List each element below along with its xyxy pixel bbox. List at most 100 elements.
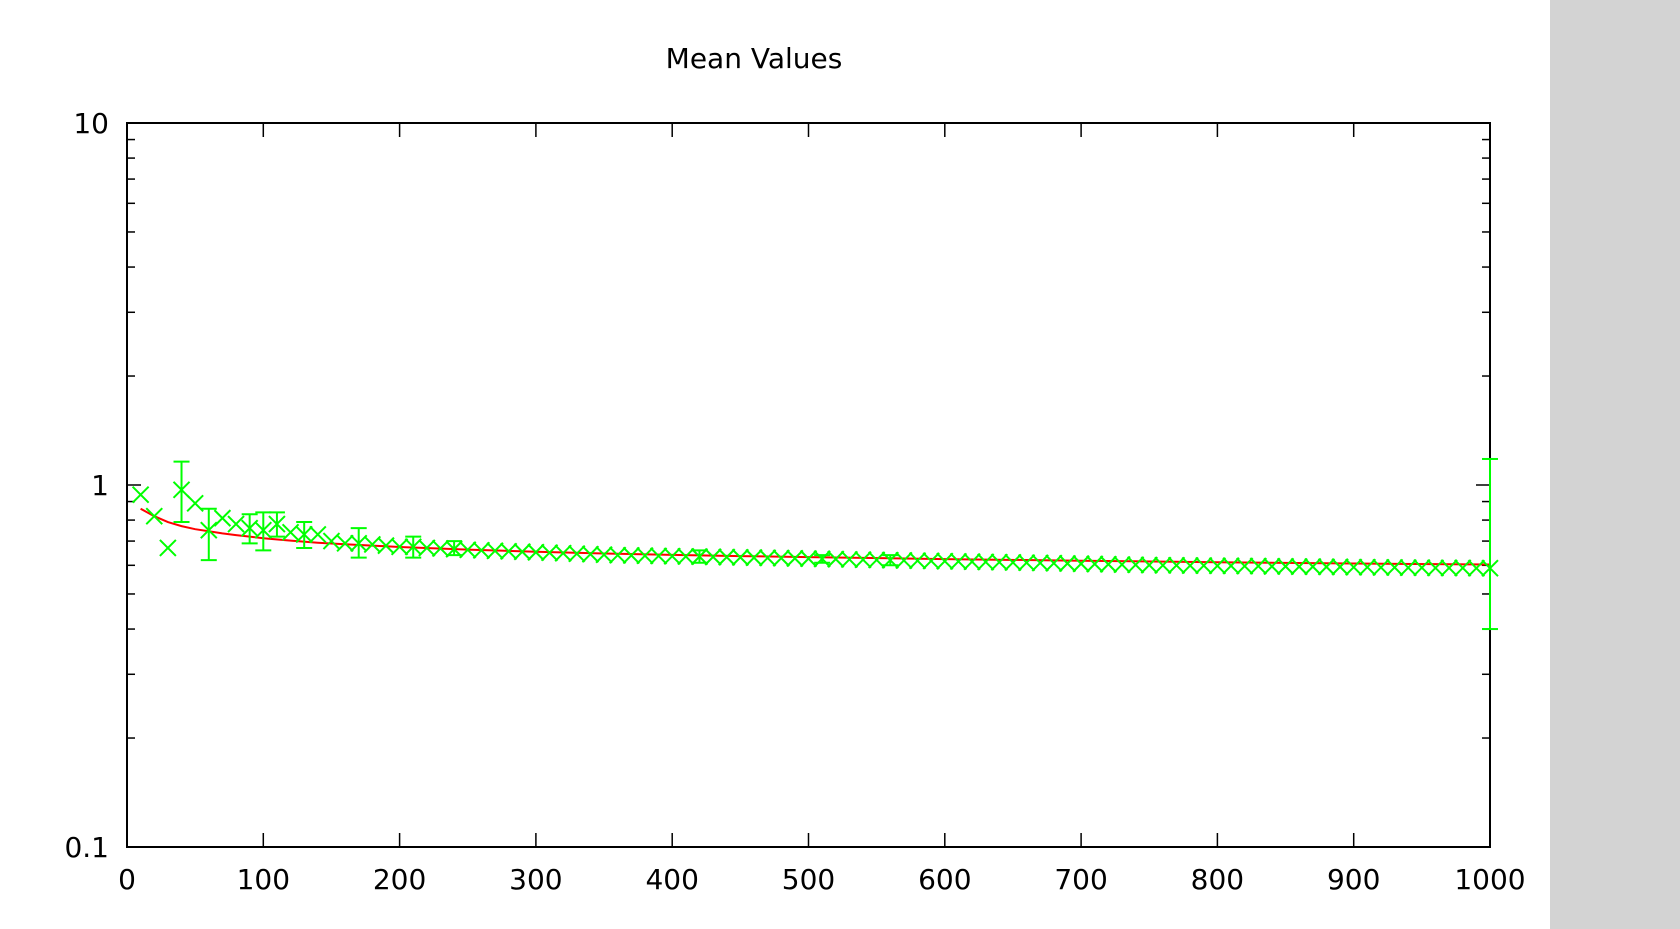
data-point (949, 552, 968, 571)
data-point (377, 536, 395, 555)
data-point (731, 548, 750, 567)
x-tick-label: 300 (509, 863, 562, 896)
data-point (745, 548, 763, 567)
data-point (1454, 559, 1472, 577)
x-tick-label: 600 (918, 863, 971, 896)
data-point (309, 525, 327, 544)
data-point (295, 525, 313, 544)
data-point (1372, 558, 1390, 577)
data-point (418, 539, 436, 557)
x-tick-label: 0 (118, 863, 136, 896)
tick-labels: 0 100 200 300 400 500 600 700 800 900 1000 0.1 1 10 (64, 107, 1525, 896)
data-point (718, 548, 736, 566)
data-point (663, 547, 681, 565)
data-point (772, 549, 790, 567)
data-point (363, 535, 382, 554)
data-point (608, 546, 627, 564)
data-point (990, 553, 1009, 571)
data-point (1167, 556, 1186, 575)
data-point (1058, 554, 1077, 573)
data-point (159, 539, 177, 557)
data-point (1235, 557, 1254, 575)
data-point (1181, 556, 1199, 575)
data-point (186, 494, 204, 513)
data-point (704, 548, 722, 566)
data-point (895, 551, 913, 570)
data-point (145, 507, 163, 525)
data-point (227, 515, 245, 533)
axes (126, 122, 1491, 848)
data-point (1031, 554, 1049, 572)
chart-title: Mean Values (666, 42, 843, 75)
data-point (527, 543, 545, 561)
data-point (431, 539, 450, 558)
data-point (1072, 555, 1090, 573)
data-point (963, 552, 981, 571)
x-tick-label: 700 (1054, 863, 1107, 896)
data-point (472, 541, 491, 560)
data-point (786, 549, 804, 568)
data-point (581, 545, 600, 563)
data-point (827, 550, 845, 568)
data-point (976, 553, 995, 571)
data-point (1004, 553, 1022, 572)
x-tick-label: 200 (373, 863, 426, 896)
data-point (1358, 558, 1377, 576)
x-tick-label: 100 (237, 863, 290, 896)
data-point (1195, 556, 1213, 575)
data-point (131, 486, 150, 504)
x-tick-label: 400 (645, 863, 698, 896)
data-point (513, 543, 531, 561)
data-point (213, 509, 232, 527)
data-point (554, 544, 572, 562)
data-point (854, 550, 872, 569)
data-point (622, 546, 641, 565)
data-point (840, 550, 859, 569)
data-point (1140, 556, 1158, 574)
data-point (1099, 555, 1118, 573)
side-panel (1550, 0, 1680, 929)
plot-frame (126, 122, 1491, 848)
data-point (908, 551, 927, 570)
data-point (677, 547, 695, 566)
data-point (1276, 557, 1295, 576)
y-tick-label: 0.1 (64, 831, 109, 864)
data-point (799, 549, 818, 568)
data-point (936, 552, 954, 570)
data-point (486, 542, 504, 560)
data-point (540, 544, 559, 562)
data-point (595, 545, 613, 564)
x-tick-label: 1000 (1454, 863, 1525, 896)
data-point (499, 542, 518, 560)
data-point (1017, 554, 1036, 572)
x-tick-label: 800 (1191, 863, 1244, 896)
data-point (881, 551, 899, 569)
data-point (1440, 559, 1458, 577)
data-point (390, 538, 409, 556)
data-point (1426, 559, 1445, 577)
y-tick-label: 10 (73, 107, 109, 140)
data-point (445, 540, 463, 558)
data-points (131, 457, 1499, 631)
data-point (254, 521, 273, 539)
data-point (1481, 559, 1499, 577)
data-point (1249, 557, 1267, 575)
data-point (568, 544, 586, 563)
data-point (922, 552, 940, 570)
data-point (1467, 559, 1486, 577)
data-point (1317, 558, 1336, 576)
data-point (1304, 557, 1322, 576)
data-point (404, 538, 422, 556)
data-point (459, 541, 477, 559)
data-point (350, 534, 368, 553)
x-tick-label: 500 (782, 863, 835, 896)
data-point (1208, 557, 1227, 575)
data-point (172, 481, 191, 499)
data-point (1331, 558, 1349, 576)
mean-values-chart: Mean Values 0 100 200 300 400 500 600 700 800 900… (64, 42, 1525, 896)
data-point (268, 515, 286, 533)
data-point (690, 547, 709, 566)
x-tick-label: 900 (1327, 863, 1380, 896)
data-point (758, 549, 777, 567)
data-point (1154, 556, 1172, 575)
